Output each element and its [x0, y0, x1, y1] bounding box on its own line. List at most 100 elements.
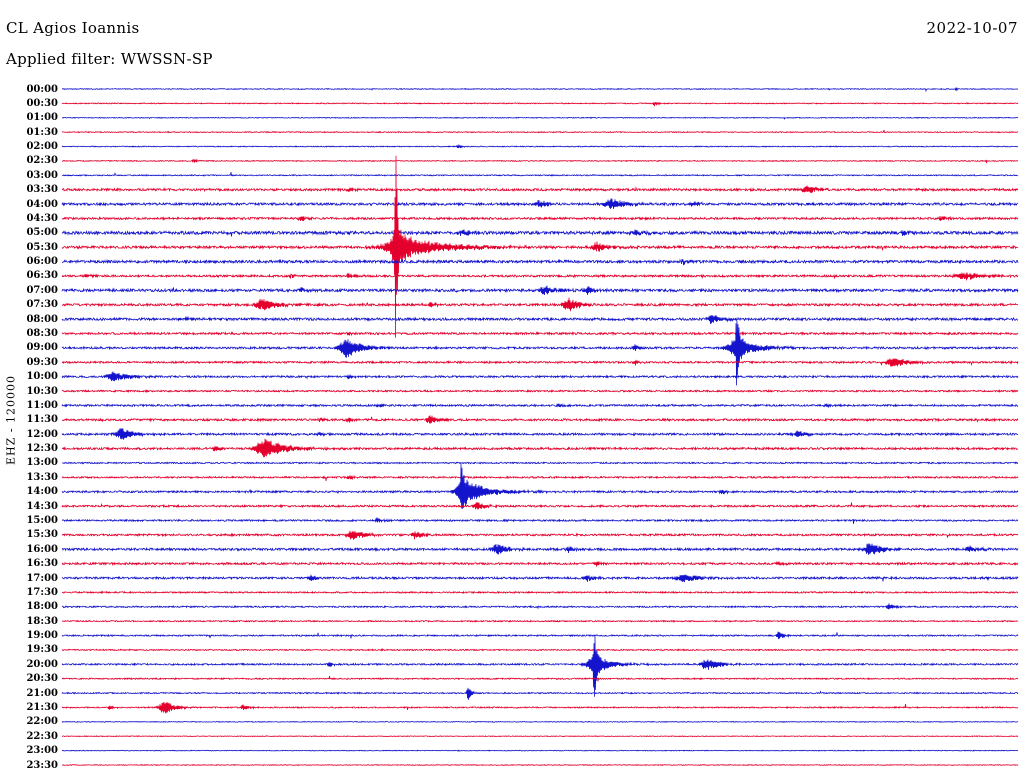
time-label: 05:30: [26, 241, 58, 253]
time-label: 16:00: [26, 543, 58, 555]
trace-18:00: [61, 603, 1019, 610]
trace-22:00: [61, 720, 1019, 723]
time-label: 12:30: [26, 443, 58, 455]
time-label: 18:00: [26, 601, 58, 613]
time-label: 17:00: [26, 572, 58, 584]
trace-15:30: [62, 530, 1019, 540]
time-label: 00:00: [26, 83, 58, 95]
time-label: 21:00: [26, 687, 58, 699]
trace-14:00: [61, 464, 1019, 509]
time-label: 12:00: [26, 428, 58, 440]
trace-23:00: [61, 749, 1019, 752]
trace-04:00: [61, 198, 1019, 210]
time-label: 13:30: [26, 471, 58, 483]
trace-09:00: [61, 320, 1019, 386]
trace-00:00: [61, 87, 1019, 93]
trace-18:30: [61, 619, 1019, 623]
trace-20:30: [61, 675, 1019, 682]
time-label: 20:00: [26, 658, 58, 670]
trace-02:30: [61, 158, 1019, 164]
trace-05:30: [61, 155, 1019, 338]
time-label: 19:30: [26, 644, 58, 656]
time-label: 02:00: [26, 141, 58, 153]
time-label: 11:30: [26, 414, 58, 426]
trace-08:30: [61, 330, 1019, 337]
trace-10:00: [61, 371, 1019, 382]
trace-21:30: [61, 701, 1019, 714]
time-label: 11:00: [26, 399, 58, 411]
time-label: 04:30: [26, 212, 58, 224]
trace-20:00: [61, 636, 1019, 697]
time-label: 19:00: [26, 630, 58, 642]
trace-10:30: [61, 389, 1019, 394]
trace-17:00: [61, 574, 1019, 583]
trace-07:30: [61, 297, 1019, 312]
time-label: 05:00: [26, 227, 58, 239]
time-label: 15:00: [26, 514, 58, 526]
trace-05:00: [61, 229, 1019, 237]
trace-16:00: [62, 543, 1019, 555]
time-label: 10:30: [26, 385, 58, 397]
time-label: 21:30: [26, 701, 58, 713]
time-label: 01:00: [26, 112, 58, 124]
trace-00:30: [61, 101, 1019, 107]
time-label: 09:00: [26, 342, 58, 354]
trace-03:30: [61, 185, 1019, 193]
trace-13:30: [61, 474, 1019, 481]
trace-12:30: [61, 438, 1019, 458]
time-label: 13:00: [26, 457, 58, 469]
trace-19:00: [61, 631, 1019, 640]
trace-22:30: [61, 735, 1019, 738]
trace-15:00: [61, 517, 1019, 524]
trace-01:00: [62, 116, 1019, 120]
time-label: 17:30: [26, 586, 58, 598]
time-label: 07:30: [26, 299, 58, 311]
time-label: 02:30: [26, 155, 58, 167]
time-label: 22:00: [26, 716, 58, 728]
trace-03:00: [61, 171, 1019, 177]
trace-01:30: [61, 129, 1019, 134]
time-label: 06:30: [26, 270, 58, 282]
time-label: 00:30: [26, 97, 58, 109]
station-title: CL Agios Ioannis: [6, 19, 140, 37]
time-label: 03:30: [26, 184, 58, 196]
trace-19:30: [61, 647, 1019, 652]
record-date: 2022-10-07: [926, 19, 1018, 37]
trace-21:00: [61, 687, 1019, 700]
time-label: 01:30: [26, 126, 58, 138]
time-label: 04:00: [26, 198, 58, 210]
trace-11:30: [61, 415, 1019, 424]
trace-08:00: [61, 315, 1019, 325]
trace-04:30: [61, 215, 1019, 222]
time-label: 08:30: [26, 328, 58, 339]
trace-16:30: [61, 560, 1019, 567]
time-label: 07:00: [26, 284, 58, 296]
trace-23:30: [61, 764, 1019, 766]
time-label: 16:30: [26, 558, 58, 570]
trace-12:00: [61, 428, 1019, 440]
trace-06:30: [61, 272, 1019, 281]
time-label: 06:00: [26, 256, 58, 268]
time-label: 22:30: [26, 730, 58, 742]
time-label: 09:30: [26, 356, 58, 368]
time-label: 10:00: [26, 371, 58, 383]
time-label: 14:30: [26, 500, 58, 512]
filter-label: Applied filter: WWSSN-SP: [6, 50, 213, 68]
trace-07:00: [61, 285, 1019, 296]
trace-17:30: [62, 590, 1018, 595]
trace-11:00: [61, 402, 1019, 409]
time-label: 23:00: [26, 745, 58, 757]
trace-06:00: [61, 258, 1019, 266]
time-label: 20:30: [26, 673, 58, 685]
time-label: 15:30: [26, 529, 58, 541]
trace-13:00: [62, 461, 1019, 465]
time-label: 08:00: [26, 313, 58, 325]
time-label: 03:00: [26, 169, 58, 181]
trace-14:30: [61, 501, 1019, 510]
trace-02:00: [61, 144, 1019, 149]
trace-09:30: [61, 358, 1019, 367]
time-label: 18:30: [26, 615, 58, 627]
time-label: 14:00: [26, 486, 58, 498]
